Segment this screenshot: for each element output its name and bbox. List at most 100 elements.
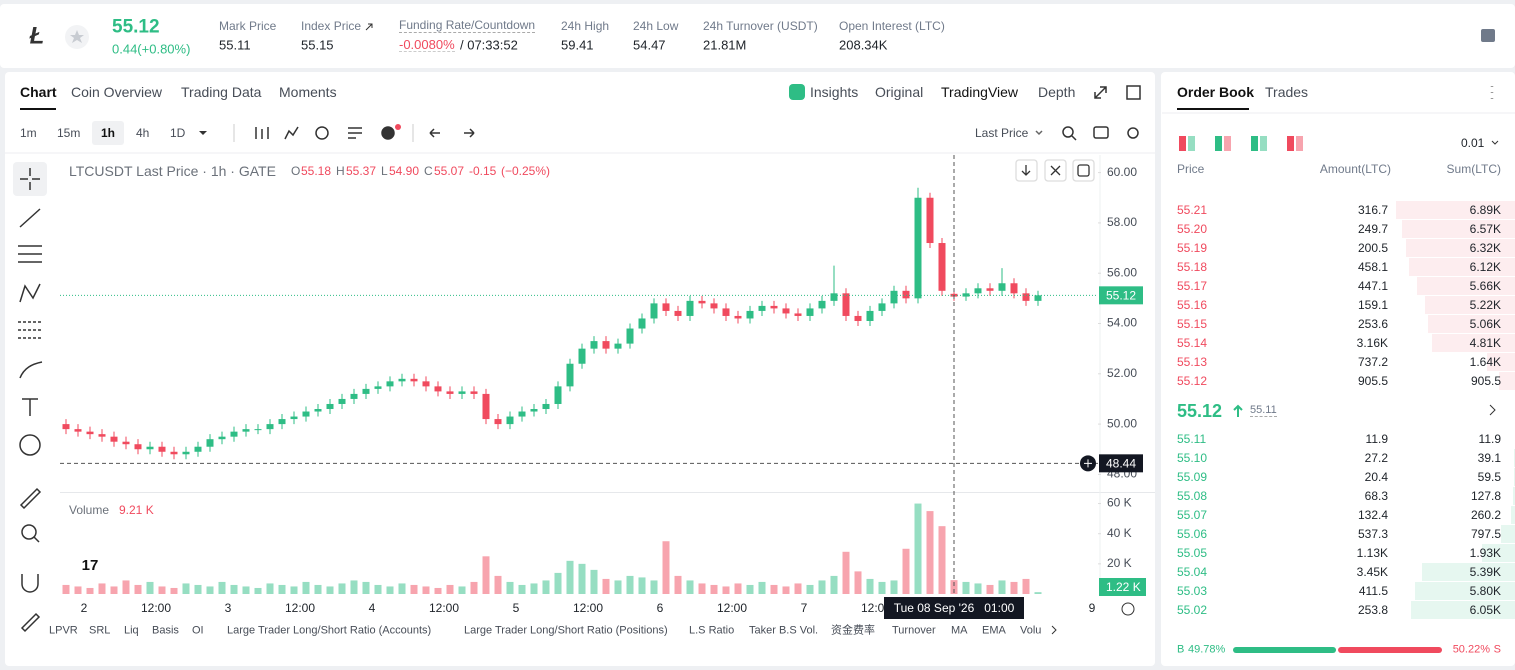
template-icon[interactable] bbox=[348, 127, 362, 139]
depth-mode-icon bbox=[1287, 136, 1294, 151]
pattern-tool[interactable] bbox=[19, 283, 41, 303]
fib-tool[interactable] bbox=[18, 321, 42, 339]
window-icon[interactable] bbox=[1126, 85, 1141, 100]
interval[interactable]: 1D bbox=[170, 126, 186, 140]
ob-price[interactable]: 55.12 bbox=[1177, 374, 1208, 388]
ob-price[interactable]: 55.06 bbox=[1177, 527, 1208, 541]
ob-price[interactable]: 55.11 bbox=[1177, 432, 1207, 446]
magnet-tool[interactable] bbox=[21, 574, 39, 593]
ob-price[interactable]: 55.03 bbox=[1177, 584, 1208, 598]
indicator[interactable]: Large Trader Long/Short Ratio (Accounts) bbox=[227, 624, 432, 637]
brush-tool[interactable] bbox=[19, 361, 43, 379]
ob-price[interactable]: 55.02 bbox=[1177, 603, 1208, 617]
ob-price[interactable]: 55.09 bbox=[1177, 470, 1208, 484]
y-tick-label: 60.00 bbox=[1107, 165, 1137, 179]
view-tab[interactable]: Insights bbox=[810, 84, 859, 100]
buy-bar bbox=[1233, 647, 1337, 653]
ob-price[interactable]: 55.05 bbox=[1177, 546, 1208, 560]
redo-icon[interactable] bbox=[464, 128, 475, 138]
indicator[interactable]: Turnover bbox=[892, 624, 936, 637]
emoji-tool[interactable] bbox=[19, 434, 41, 456]
volume-bar bbox=[566, 560, 574, 594]
volume-bar bbox=[434, 587, 442, 594]
indicator[interactable]: L.S Ratio bbox=[689, 624, 735, 637]
ruler-tool[interactable] bbox=[19, 487, 42, 510]
replay-icon[interactable] bbox=[315, 126, 329, 140]
volume-bar bbox=[926, 511, 934, 594]
chart-tab[interactable]: Chart bbox=[20, 84, 57, 100]
ob-price[interactable]: 55.07 bbox=[1177, 508, 1208, 522]
indicator[interactable]: Taker B.S Vol. bbox=[749, 624, 819, 637]
candle-icon[interactable] bbox=[255, 127, 269, 139]
indicator-icon[interactable] bbox=[284, 126, 299, 140]
ob-price[interactable]: 55.19 bbox=[1177, 241, 1208, 255]
volume-bar bbox=[818, 580, 826, 594]
view-tab[interactable]: Depth bbox=[1038, 84, 1076, 100]
ob-tab[interactable]: Order Book bbox=[1177, 84, 1255, 100]
ob-tab[interactable]: Trades bbox=[1265, 84, 1309, 100]
y-tick-label: 54.00 bbox=[1107, 316, 1137, 330]
ob-price[interactable]: 55.21 bbox=[1177, 203, 1208, 217]
settings-icon[interactable] bbox=[1127, 127, 1139, 139]
ob-col: Sum(LTC) bbox=[1446, 162, 1501, 176]
ob-price[interactable]: 55.20 bbox=[1177, 222, 1208, 236]
ob-price[interactable]: 55.18 bbox=[1177, 260, 1208, 274]
volume-bar bbox=[170, 587, 178, 594]
indicator[interactable]: Volu bbox=[1020, 625, 1042, 637]
x-tick-label: 2 bbox=[81, 601, 88, 615]
volume-bar bbox=[902, 548, 910, 594]
indicator-scroll[interactable] bbox=[1051, 625, 1057, 635]
last-volume-tag bbox=[1099, 578, 1146, 596]
indicator[interactable]: OI bbox=[192, 624, 204, 637]
precision[interactable]: 0.01 bbox=[1461, 136, 1485, 150]
indicator[interactable]: LPVR bbox=[49, 624, 78, 637]
volume-bar bbox=[302, 581, 310, 594]
ob-price[interactable]: 55.13 bbox=[1177, 355, 1208, 369]
indicator[interactable]: 资金费率 bbox=[831, 624, 875, 637]
interval[interactable]: 1h bbox=[101, 126, 116, 140]
add-icon[interactable] bbox=[381, 126, 395, 140]
volume-bar bbox=[734, 583, 742, 594]
zoom-tool[interactable] bbox=[21, 524, 37, 540]
ob-price[interactable]: 55.10 bbox=[1177, 451, 1208, 465]
chart-tab[interactable]: Moments bbox=[279, 84, 337, 100]
pencil-tool[interactable] bbox=[20, 612, 41, 633]
indicator[interactable]: SRL bbox=[89, 624, 111, 637]
chart-tab[interactable]: Coin Overview bbox=[71, 84, 163, 100]
interval[interactable]: 4h bbox=[136, 126, 150, 140]
line-tool[interactable] bbox=[19, 208, 41, 228]
ob-price[interactable]: 55.04 bbox=[1177, 565, 1208, 579]
view-tab[interactable]: TradingView bbox=[941, 84, 1019, 100]
ob-price[interactable]: 55.14 bbox=[1177, 336, 1208, 350]
chart-tab[interactable]: Trading Data bbox=[181, 84, 262, 100]
ob-price[interactable]: 55.16 bbox=[1177, 298, 1208, 312]
ob-sum: 6.57K bbox=[1469, 222, 1501, 236]
volume-bar bbox=[878, 581, 886, 594]
ob-price[interactable]: 55.15 bbox=[1177, 317, 1208, 331]
stat-value: 208.34K bbox=[839, 37, 888, 53]
camera-icon[interactable] bbox=[1093, 126, 1109, 139]
volume-bar bbox=[518, 584, 526, 594]
interval[interactable]: 15m bbox=[57, 126, 81, 140]
indicator[interactable]: Large Trader Long/Short Ratio (Positions… bbox=[464, 624, 668, 637]
ob-price[interactable]: 55.08 bbox=[1177, 489, 1208, 503]
price-type[interactable]: Last Price bbox=[975, 126, 1029, 140]
ob-amount: 159.1 bbox=[1357, 298, 1388, 312]
channel-tool[interactable] bbox=[18, 245, 42, 263]
indicator[interactable]: EMA bbox=[982, 624, 1006, 637]
undo-icon[interactable] bbox=[429, 128, 440, 138]
notebook-icon[interactable] bbox=[1481, 29, 1495, 42]
axis-settings[interactable] bbox=[1121, 602, 1135, 616]
ob-sum: 5.80K bbox=[1469, 584, 1501, 598]
view-tab[interactable]: Original bbox=[875, 84, 924, 100]
indicator[interactable]: Liq bbox=[124, 624, 139, 637]
interval[interactable]: 1m bbox=[20, 126, 37, 140]
text-tool[interactable] bbox=[22, 398, 38, 416]
crosshair-tool[interactable] bbox=[20, 168, 40, 190]
indicator[interactable]: MA bbox=[951, 624, 968, 637]
expand-icon[interactable] bbox=[1094, 86, 1107, 99]
ob-price[interactable]: 55.17 bbox=[1177, 279, 1208, 293]
indicator[interactable]: Basis bbox=[152, 624, 179, 637]
search-icon[interactable] bbox=[1062, 126, 1074, 138]
crosshair-price-label: 48.44 bbox=[1106, 457, 1136, 471]
